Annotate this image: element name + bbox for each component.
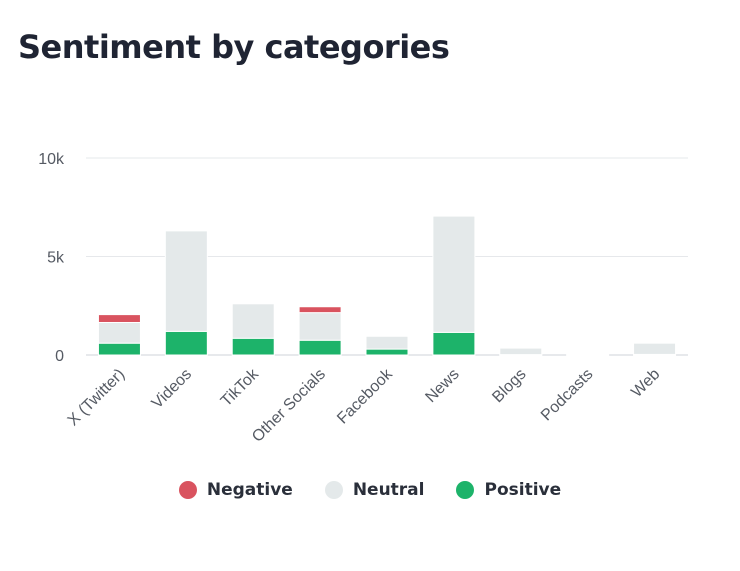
y-axis-ticks: 0 5k 10k bbox=[38, 151, 65, 365]
bar-positive[interactable] bbox=[97, 342, 141, 356]
legend-label: Positive bbox=[484, 480, 562, 500]
x-tick-label: News bbox=[422, 366, 462, 406]
legend-marker-icon bbox=[456, 481, 475, 499]
chart-title: Sentiment by categories bbox=[18, 28, 450, 66]
bar-positive[interactable] bbox=[164, 330, 208, 356]
bar-positive[interactable] bbox=[231, 337, 275, 356]
bar-neutral[interactable] bbox=[365, 335, 409, 350]
bars bbox=[97, 215, 677, 356]
bar-neutral[interactable] bbox=[231, 303, 275, 339]
legend-item-negative[interactable]: Negative bbox=[178, 480, 293, 500]
legend-item-positive[interactable]: Positive bbox=[456, 480, 561, 500]
bar-negative[interactable] bbox=[298, 306, 342, 314]
bar-negative[interactable] bbox=[97, 314, 141, 323]
legend: Negative Neutral Positive bbox=[0, 480, 740, 500]
y-tick-label: 10k bbox=[38, 151, 65, 168]
bar-neutral[interactable] bbox=[164, 230, 208, 332]
bar-positive[interactable] bbox=[365, 348, 409, 356]
legend-marker-icon bbox=[178, 481, 197, 499]
x-tick-label: Blogs bbox=[489, 366, 529, 406]
y-tick-label: 5k bbox=[47, 250, 65, 267]
x-tick-label: Web bbox=[628, 366, 663, 401]
x-tick-label: Videos bbox=[149, 366, 195, 412]
bar-neutral[interactable] bbox=[499, 347, 543, 356]
y-tick-label: 0 bbox=[55, 348, 64, 365]
legend-label: Negative bbox=[206, 480, 293, 500]
x-tick-label: Facebook bbox=[334, 365, 396, 427]
x-tick-label: X (Twitter) bbox=[65, 366, 129, 430]
legend-item-neutral[interactable]: Neutral bbox=[324, 480, 425, 500]
bar-neutral[interactable] bbox=[432, 215, 476, 333]
bar-neutral[interactable] bbox=[97, 321, 141, 344]
legend-marker-icon bbox=[324, 481, 343, 499]
bar-neutral[interactable] bbox=[298, 312, 342, 341]
bar-positive[interactable] bbox=[298, 339, 342, 356]
bar-neutral[interactable] bbox=[633, 342, 677, 355]
x-tick-label: Podcasts bbox=[538, 366, 597, 425]
x-tick-label: TikTok bbox=[218, 365, 263, 410]
legend-label: Neutral bbox=[352, 480, 425, 500]
bar-positive[interactable] bbox=[432, 331, 476, 356]
